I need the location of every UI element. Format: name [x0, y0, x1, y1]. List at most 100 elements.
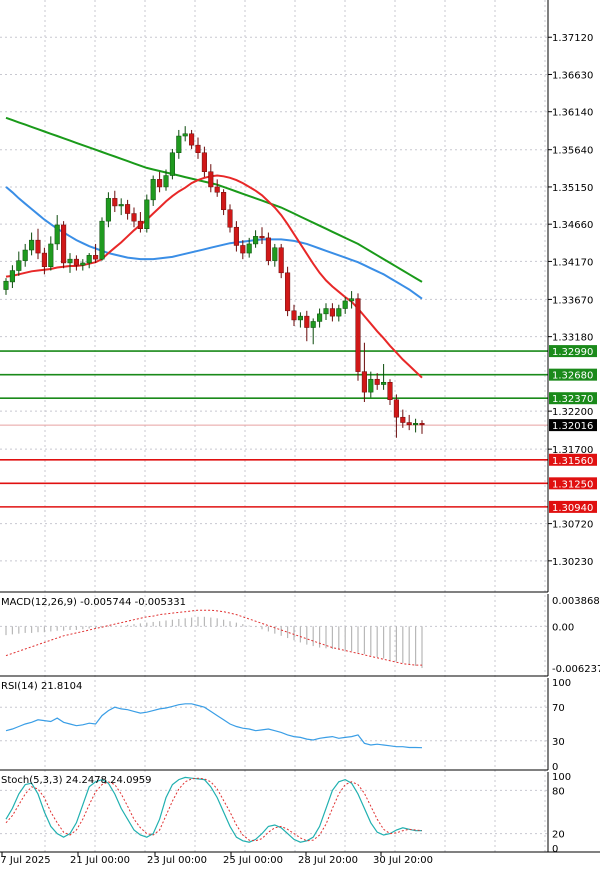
candle-body: [297, 315, 303, 321]
candle-body: [137, 220, 143, 229]
candle-body: [381, 382, 387, 385]
candle-body: [304, 315, 310, 328]
support-level-tag: [549, 477, 597, 490]
candle-body: [29, 239, 35, 251]
price-tick-label: 1.34170: [552, 257, 593, 268]
price-tick-label: 1.30720: [552, 520, 593, 531]
price-axis: 1.37120 1.36630 1.36140 1.35640 1.35150 1.346…: [548, 33, 593, 568]
rsi-line: [5, 703, 423, 749]
candle-body: [361, 371, 367, 393]
macd-signal-line: [5, 609, 422, 666]
time-tick-label: 23 Jul 00:00: [147, 855, 207, 866]
candle-body: [387, 382, 393, 400]
rsi-tick-label: 30: [552, 737, 565, 748]
candle-body: [208, 171, 214, 188]
support-level-label: 1.31560: [552, 456, 593, 467]
current-price-label: 1.32016: [552, 421, 593, 432]
current-price-tag: [549, 419, 597, 432]
candle-body: [342, 300, 348, 309]
support-level-label: 1.31250: [552, 479, 593, 490]
moving-averages: [5, 116, 423, 379]
price-tick-label: 1.37120: [552, 33, 593, 44]
stoch-tick-label: 80: [552, 786, 565, 797]
macd-tick-label: 0.00: [552, 622, 574, 633]
rsi-tick-label: 0: [552, 762, 558, 773]
stoch-signal-line: [5, 777, 423, 842]
candle-body: [99, 220, 105, 260]
resistance-level-label: 1.32990: [552, 347, 593, 358]
price-tick-label: 1.36140: [552, 108, 593, 119]
rsi-tick-label: 100: [552, 678, 571, 689]
rsi-tick-label: 70: [552, 703, 565, 714]
candle-body: [131, 213, 137, 222]
panel-frames: [0, 0, 600, 853]
price-tick-label: 1.31700: [552, 445, 593, 456]
candle-body: [323, 308, 329, 315]
candle-body: [105, 198, 111, 222]
candle-body: [22, 249, 28, 261]
macd-tick-label: 0.003868: [552, 596, 600, 607]
resistance-level-tag: [549, 392, 597, 405]
candle-body: [246, 243, 252, 254]
price-tick-label: 1.33180: [552, 333, 593, 344]
candle-body: [112, 198, 118, 207]
candle-body: [16, 260, 22, 271]
candle-body: [125, 204, 131, 214]
price-tick-label: 1.35150: [552, 183, 593, 194]
stoch-tick-label: 20: [552, 830, 565, 841]
candle-body: [278, 247, 284, 274]
candle-body: [349, 298, 355, 302]
time-axis: 17 Jul 2025 21 Jul 00:00 23 Jul 00:00 25 Ju…: [0, 852, 433, 866]
candle-body: [336, 308, 342, 317]
candle-body: [86, 255, 92, 264]
stoch-tick-label: 100: [552, 772, 571, 783]
macd-label: MACD(12,26,9) -0.005744 -0.005331: [1, 597, 186, 608]
support-level-tag: [549, 453, 597, 466]
candle-body: [227, 209, 233, 228]
support-level-label: 1.30940: [552, 503, 593, 514]
candle-body: [195, 144, 201, 153]
candle-body: [368, 378, 374, 393]
candle-body: [265, 237, 271, 261]
candle-body: [73, 258, 79, 266]
price-tick-label: 1.33670: [552, 295, 593, 306]
time-tick-label: 21 Jul 00:00: [70, 855, 130, 866]
candle-body: [253, 236, 259, 245]
candle-body: [393, 399, 399, 418]
stoch-label: Stoch(5,3,3) 24.2478 24.0959: [1, 775, 152, 786]
resistance-level-tag: [549, 345, 597, 358]
macd-tick-label: -0.006237: [552, 664, 600, 675]
time-tick-label: 25 Jul 00:00: [223, 855, 283, 866]
price-tick-label: 1.30230: [552, 557, 593, 568]
candlesticks: [3, 126, 425, 438]
candle-body: [221, 192, 227, 210]
candle-body: [67, 258, 73, 264]
price-tick-label: 1.32200: [552, 407, 593, 418]
candle-body: [93, 255, 99, 260]
candle-body: [80, 262, 86, 266]
candle-body: [41, 252, 47, 267]
stoch-main-line: [5, 776, 423, 843]
candle-body: [150, 179, 156, 201]
stoch-tick-label: 0: [552, 844, 558, 855]
candle-body: [272, 247, 278, 261]
moving-average-line: [5, 116, 423, 283]
candle-body: [285, 272, 291, 312]
time-tick-label: 30 Jul 20:00: [373, 855, 433, 866]
candle-body: [259, 236, 265, 239]
candle-body: [118, 204, 124, 207]
candle-body: [182, 133, 188, 137]
candle-body: [291, 310, 297, 321]
price-tick-label: 1.36630: [552, 70, 593, 81]
time-tick-label: 17 Jul 2025: [0, 855, 51, 866]
candle-body: [406, 422, 412, 426]
candle-body: [35, 239, 41, 254]
candle-body: [48, 243, 54, 267]
candle-body: [54, 224, 60, 245]
candle-body: [189, 133, 195, 146]
candle-body: [214, 186, 220, 193]
candle-body: [144, 199, 150, 229]
candle-body: [374, 378, 380, 385]
